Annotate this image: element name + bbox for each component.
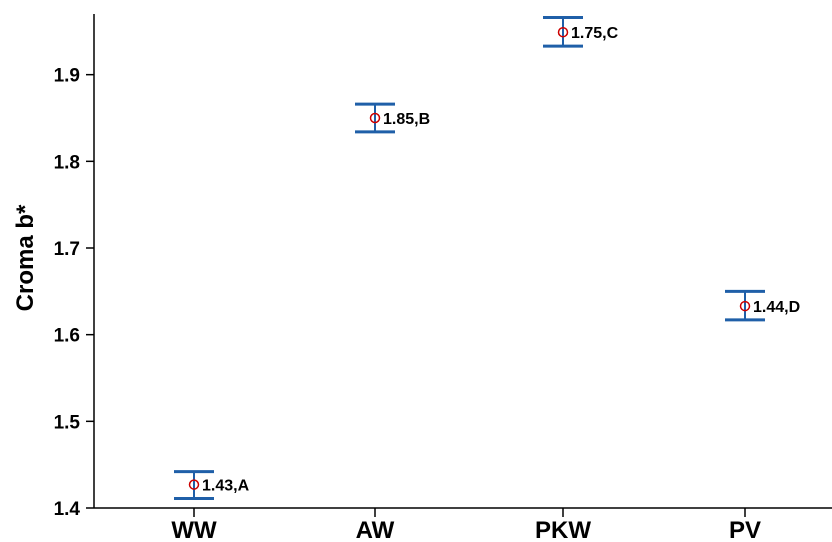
y-tick-label: 1.8 xyxy=(54,152,80,173)
x-tick-label: AW xyxy=(356,517,395,542)
point-label: 1.44,D xyxy=(753,299,800,316)
y-tick-label: 1.5 xyxy=(54,412,81,433)
mean-point xyxy=(739,300,751,312)
mean-point xyxy=(369,112,381,124)
data-marks: 1.43,A 1.85,B 1.75,C 1.44,D xyxy=(174,15,800,500)
y-tick-label: 1.9 xyxy=(54,66,80,87)
point-label: 1.75,C xyxy=(571,25,619,42)
y-axis-title: Croma b* xyxy=(12,204,39,311)
x-tick-label: PKW xyxy=(535,517,591,542)
mean-point xyxy=(557,26,569,38)
point-label: 1.43,A xyxy=(202,478,250,495)
x-tick-label: WW xyxy=(171,517,217,542)
axes xyxy=(93,14,832,509)
y-tick-label: 1.6 xyxy=(54,326,80,347)
y-tick-label: 1.4 xyxy=(54,499,81,520)
y-ticks: 1.4 1.5 1.6 1.7 1.8 1.9 xyxy=(54,66,94,520)
mean-point xyxy=(188,479,200,490)
y-tick-label: 1.7 xyxy=(54,239,80,260)
point-label: 1.85,B xyxy=(383,111,430,128)
x-tick-label: PV xyxy=(729,517,761,542)
x-ticks: WW AW PKW PV xyxy=(171,508,761,542)
